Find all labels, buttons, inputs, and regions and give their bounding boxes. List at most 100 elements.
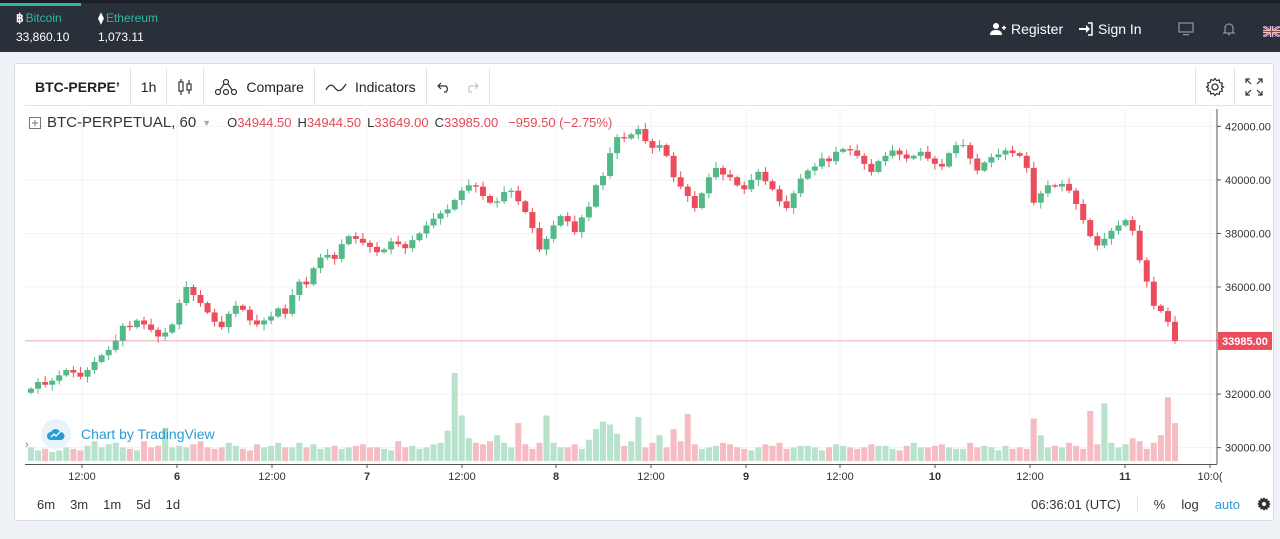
candle-body [119,325,126,341]
candle-body [677,177,684,187]
ticker-ethereum[interactable]: ⧫ Ethereum 1,073.11 [98,11,158,44]
gear-icon [1204,77,1225,97]
volume-bar [755,447,762,461]
volume-bar [402,447,409,461]
volume-bar [77,450,84,461]
price-tick-label: 36000.00 [1225,282,1271,294]
volume-bar [1164,397,1171,461]
interval-button[interactable]: 1h [131,68,168,105]
volume-bar [105,444,112,461]
candle-body [155,329,162,337]
volume-bar [889,448,896,461]
low-label: L [367,115,375,130]
time-tick-label: 12:00 [637,471,665,483]
tradingview-watermark[interactable]: Chart by TradingView [41,419,215,449]
time-axis[interactable]: 12:00 6 12:00 7 12:00 8 12:00 9 12:00 10 12:00 11 10… [25,464,1272,486]
candle-body [938,163,945,167]
period-3m[interactable]: 3m [70,496,89,512]
volume-bar [564,447,571,461]
indicators-button[interactable]: Indicators [315,68,427,105]
period-1d[interactable]: 1d [165,496,181,512]
candle-body [515,190,522,202]
gear-icon[interactable] [1256,496,1272,512]
register-label: Register [1011,21,1064,37]
ticker-price: 1,073.11 [98,30,144,44]
candle-body [430,218,437,226]
volume-bar [614,433,621,461]
candle-body [479,186,486,196]
time-tick-label: 12:00 [68,471,96,483]
candle-body [1129,220,1136,231]
open-label: O [227,115,238,130]
candle-body [1087,220,1094,237]
auto-scale-toggle[interactable]: auto [1214,496,1240,512]
price-chart[interactable]: 42000.0040000.0038000.0036000.0034000.00… [25,109,1272,464]
candle-body [381,249,388,253]
volume-bar [995,450,1002,461]
register-link[interactable]: Register [990,21,1063,37]
sign-in-link[interactable]: Sign In [1079,21,1142,37]
volume-bar [42,448,49,461]
volume-bar [1051,445,1058,461]
compare-button[interactable]: Compare [204,68,315,105]
settings-button[interactable] [1195,68,1233,106]
fullscreen-button[interactable] [1234,68,1272,106]
volume-bar [35,450,42,461]
low-value: 33649.00 [374,115,429,130]
candle-body [366,242,373,247]
chart-style-button[interactable] [167,68,205,105]
volume-bar [783,448,790,461]
candle-body [564,216,571,222]
price-tick-label: 38000.00 [1225,228,1271,240]
candle-body [1037,193,1044,203]
volume-bar [1073,445,1080,461]
candle-body [811,166,818,171]
ethereum-icon: ⧫ [98,11,104,25]
monitor-icon[interactable] [1178,22,1194,39]
candle-body [105,349,112,356]
collapse-legend-icon[interactable] [29,116,41,129]
candle-body [458,190,465,200]
volume-bar [592,429,599,461]
time-tick-label: 12:00 [826,471,854,483]
period-6m[interactable]: 6m [37,496,56,512]
volume-bar [712,445,719,461]
period-5d[interactable]: 5d [136,496,151,512]
candle-body [42,382,49,385]
chevron-down-icon[interactable]: ▼ [202,117,212,128]
candle-body [1143,260,1150,282]
volume-bar [953,448,960,461]
uk-flag-icon[interactable] [1262,24,1280,40]
candle-body [557,216,564,226]
utc-clock[interactable]: 06:36:01 (UTC) [1031,496,1121,512]
symbol-title: BTC-PERPETUAL, 60 [47,114,197,131]
time-tick-label: 10:0( [1197,471,1222,483]
volume-bar [663,447,670,461]
candle-body [140,320,147,325]
undo-icon[interactable] [436,81,451,93]
candle-body [1122,220,1129,226]
volume-bar [621,445,628,461]
candle-body [614,137,621,154]
volume-bar [578,448,585,461]
chart-toolbar: BTC-PERPE’ 1h Compare Indicators [25,68,1272,106]
candle-body [359,238,366,243]
log-toggle[interactable]: log [1181,496,1199,512]
time-tick-label: 12:00 [448,471,476,483]
volume-bar [607,424,614,461]
bottom-right-controls: 06:36:01 (UTC) % log auto [1031,490,1272,518]
candle-body [190,287,197,296]
percent-toggle[interactable]: % [1153,496,1166,512]
symbol-search[interactable]: BTC-PERPE’ [25,68,131,105]
ticker-bitcoin[interactable]: ฿ Bitcoin 33,860.10 [16,11,69,44]
candle-body [91,361,98,370]
chevron-right-icon[interactable]: › [25,439,29,451]
candle-body [790,193,797,209]
volume-bar [479,444,486,461]
period-1m[interactable]: 1m [103,496,122,512]
candle-body [1172,321,1178,341]
candle-body [352,236,359,239]
candle-body [197,295,204,304]
redo-icon[interactable] [465,81,479,93]
bell-icon[interactable] [1222,22,1236,39]
